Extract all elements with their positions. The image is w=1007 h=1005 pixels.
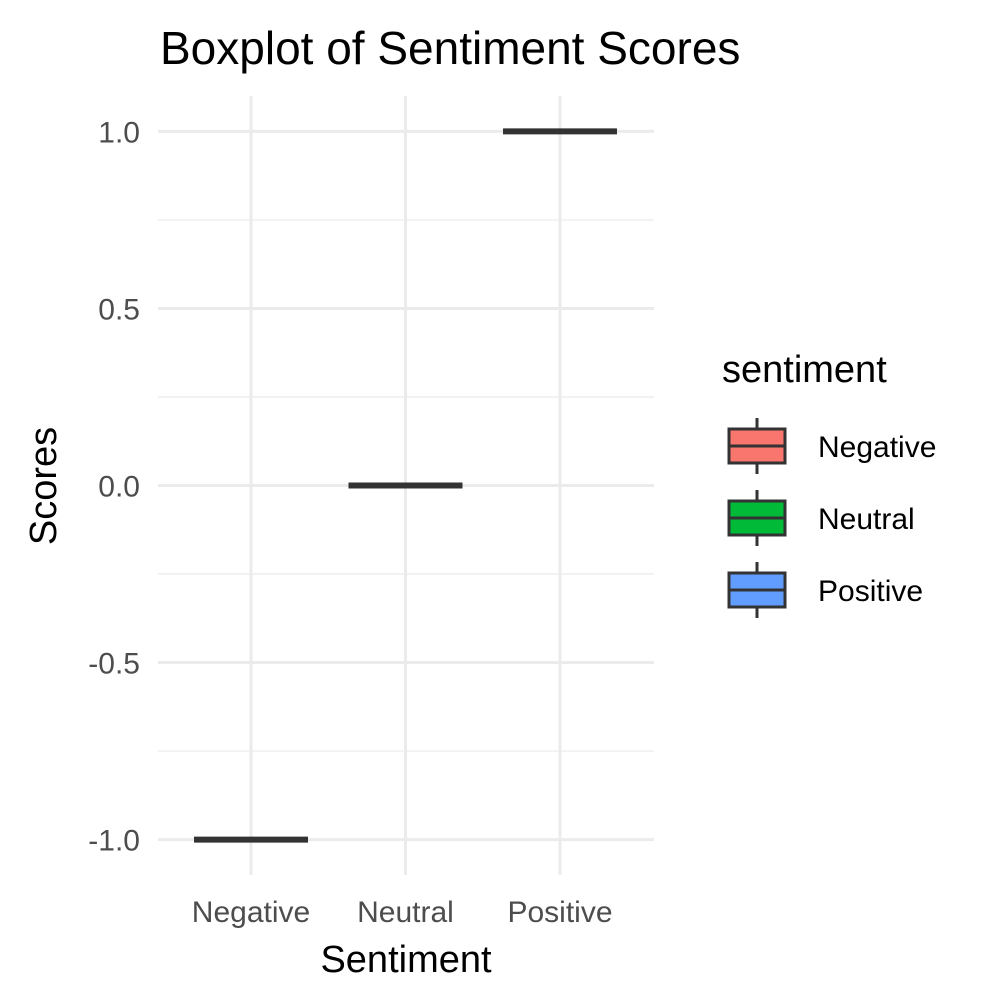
legend-label: Negative xyxy=(818,431,936,464)
x-tick-label: Neutral xyxy=(357,896,454,929)
y-tick-label: 0.5 xyxy=(98,293,140,326)
legend: sentiment Negative Neutral Positive xyxy=(722,349,936,618)
chart-title: Boxplot of Sentiment Scores xyxy=(160,22,740,74)
legend-items: Negative Neutral Positive xyxy=(727,418,936,618)
y-tick-label: -0.5 xyxy=(88,648,140,681)
legend-item-positive: Positive xyxy=(727,562,923,618)
y-axis-title: Scores xyxy=(23,427,65,545)
legend-item-negative: Negative xyxy=(727,418,936,474)
y-tick-label: 0.0 xyxy=(98,471,140,504)
x-tick-label: Negative xyxy=(192,896,310,929)
legend-item-neutral: Neutral xyxy=(727,490,915,546)
y-tick-label: 1.0 xyxy=(98,116,140,149)
x-axis-ticks: Negative Neutral Positive xyxy=(192,896,613,929)
x-tick-label: Positive xyxy=(507,896,612,929)
gridlines xyxy=(158,96,654,875)
y-tick-label: -1.0 xyxy=(88,825,140,858)
box-marks xyxy=(194,128,617,843)
legend-label: Positive xyxy=(818,575,923,608)
y-axis-ticks: -1.0 -0.5 0.0 0.5 1.0 xyxy=(88,116,140,857)
legend-label: Neutral xyxy=(818,503,915,536)
legend-title: sentiment xyxy=(722,349,887,391)
x-axis-title: Sentiment xyxy=(320,939,492,981)
